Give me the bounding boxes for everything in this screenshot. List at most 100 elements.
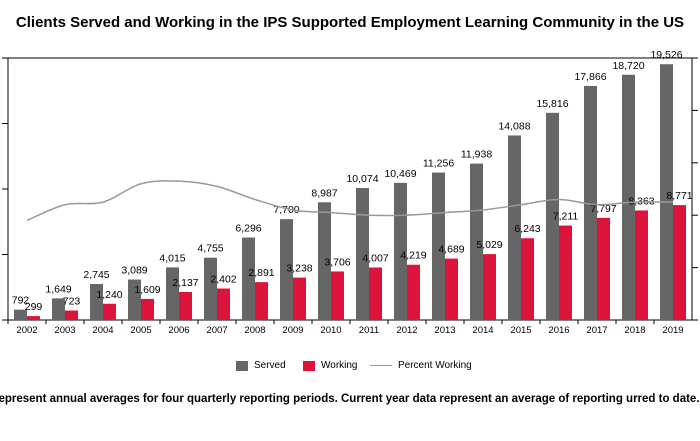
bar-served (394, 182, 407, 320)
bar-served (584, 85, 597, 320)
data-label-working: 3,706 (324, 256, 350, 268)
x-tick-label: 2004 (92, 325, 113, 336)
data-label-served: 19,526 (650, 49, 682, 61)
bar-working (65, 310, 78, 320)
x-tick-label: 2003 (54, 325, 75, 336)
x-tick-label: 2012 (396, 325, 417, 336)
data-label-working: 4,219 (400, 250, 426, 262)
data-label-working: 2,402 (210, 274, 236, 286)
bar-working (369, 267, 382, 320)
data-label-served: 10,469 (384, 168, 416, 180)
data-label-working: 2,891 (248, 267, 274, 279)
data-label-served: 18,720 (612, 60, 644, 72)
data-label-working: 4,007 (362, 253, 388, 265)
data-label-served: 4,015 (159, 252, 185, 264)
legend-label-working: Working (321, 360, 358, 371)
data-label-working: 5,029 (476, 239, 502, 251)
bar-served (242, 237, 255, 320)
data-label-served: 15,816 (536, 98, 568, 110)
bar-served (90, 284, 103, 320)
bar-working (597, 217, 610, 320)
bar-working (179, 292, 192, 320)
bar-working (521, 238, 534, 320)
bar-working (445, 258, 458, 320)
data-label-working: 4,689 (438, 244, 464, 256)
legend-label-served: Served (254, 360, 286, 371)
bar-working (293, 277, 306, 320)
data-label-working: 723 (63, 296, 81, 308)
x-tick-label: 2019 (662, 325, 683, 336)
x-tick-label: 2007 (206, 325, 227, 336)
data-label-working: 2,137 (172, 277, 198, 289)
x-tick-label: 2009 (282, 325, 303, 336)
bar-working (559, 225, 572, 320)
x-tick-label: 2010 (320, 325, 341, 336)
legend-item-served: Served (236, 360, 286, 371)
data-label-served: 11,256 (423, 158, 454, 170)
legend-item-percent: Percent Working (370, 360, 472, 371)
data-label-served: 8,987 (311, 187, 337, 199)
data-label-working: 299 (25, 301, 43, 313)
x-tick-label: 2018 (624, 325, 645, 336)
data-label-working: 7,211 (553, 211, 579, 223)
data-label-working: 7,797 (590, 203, 616, 215)
bar-working (27, 316, 40, 320)
data-label-served: 11,938 (461, 149, 492, 161)
bar-served (432, 172, 445, 320)
legend-label-percent: Percent Working (398, 360, 472, 371)
footnote: represent annual averages for four quart… (0, 393, 700, 405)
bar-served (318, 202, 331, 320)
bar-working (635, 210, 648, 320)
bar-served (14, 309, 27, 320)
x-tick-label: 2015 (510, 325, 531, 336)
working-swatch (303, 360, 315, 371)
chart-title: Clients Served and Working in the IPS Su… (15, 14, 685, 31)
data-label-served: 17,866 (574, 71, 606, 83)
data-label-served: 2,745 (83, 269, 109, 281)
bar-working (673, 205, 686, 320)
data-label-working: 1,240 (96, 289, 122, 301)
bar-served (356, 188, 369, 320)
x-tick-label: 2005 (130, 325, 151, 336)
data-label-working: 1,609 (134, 284, 160, 296)
data-label-served: 14,088 (498, 120, 530, 132)
bar-served (166, 267, 179, 320)
bar-served (546, 112, 559, 321)
bar-served (52, 298, 65, 320)
x-tick-label: 2006 (168, 325, 189, 336)
served-swatch (236, 360, 248, 371)
bar-working (103, 303, 116, 320)
x-tick-label: 2002 (16, 325, 37, 336)
x-tick-label: 2017 (586, 325, 607, 336)
data-label-served: 10,074 (346, 173, 378, 185)
bar-working (483, 254, 496, 320)
data-label-served: 3,089 (121, 265, 147, 277)
bar-served (280, 219, 293, 320)
data-label-served: 6,296 (235, 223, 261, 235)
bar-working (407, 264, 420, 320)
percent-working-line (26, 180, 674, 222)
bar-served (508, 135, 521, 320)
x-tick-label: 2013 (434, 325, 455, 336)
percent-line-swatch (370, 365, 392, 366)
x-tick-label: 2011 (359, 325, 379, 336)
data-label-served: 792 (12, 295, 30, 307)
bar-working (141, 298, 154, 320)
bar-served (128, 279, 141, 320)
data-label-working: 3,238 (286, 263, 312, 275)
x-tick-label: 2008 (244, 325, 265, 336)
data-label-served: 4,755 (197, 243, 223, 255)
x-tick-label: 2016 (548, 325, 569, 336)
bar-served (204, 257, 217, 320)
bar-working (331, 271, 344, 320)
bar-served (660, 64, 673, 320)
legend-item-working: Working (303, 360, 358, 371)
data-label-working: 6,243 (514, 223, 540, 235)
bar-served (470, 163, 483, 320)
bar-working (217, 288, 230, 320)
x-tick-label: 2014 (472, 325, 493, 336)
data-label-working: 8,771 (666, 190, 692, 202)
data-label-served: 1,649 (45, 283, 71, 295)
legend: Served Working Percent Working (0, 360, 700, 376)
